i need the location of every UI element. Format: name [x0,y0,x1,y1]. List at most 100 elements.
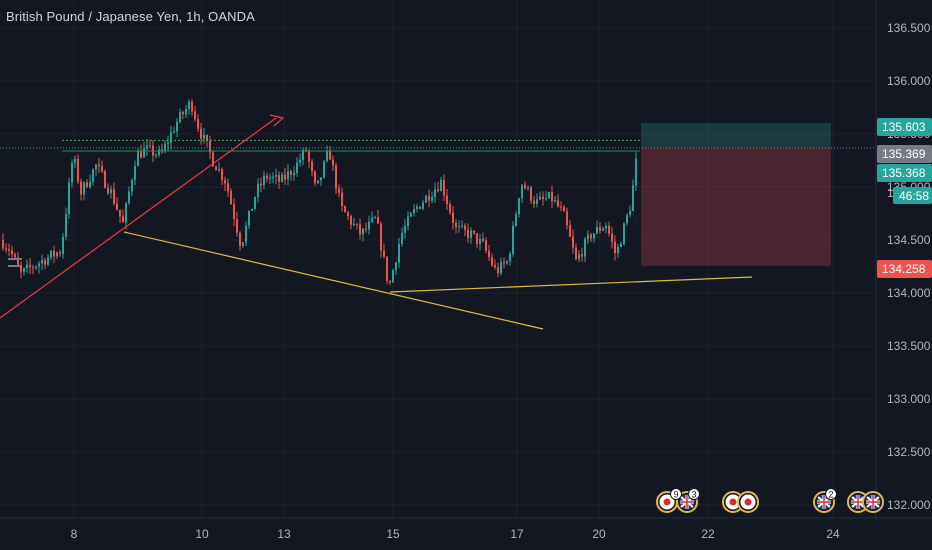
candle-body [20,264,22,272]
price-tag-box [877,145,932,163]
economic-events[interactable]: 9 3 2 [656,488,884,513]
candle-body [251,208,253,211]
svg-text:2: 2 [828,490,833,500]
price-tag-box [877,118,932,136]
candle-body [335,165,337,189]
candle-body [53,250,55,257]
price-tag-text: 135.368 [882,166,926,180]
uk-flag-icon[interactable] [862,491,884,513]
candle-body [353,223,355,225]
candle-body [419,206,421,209]
candle-body [434,189,436,198]
candle-body [458,226,460,228]
japan-flag-icon[interactable] [656,491,678,513]
price-tick-label: 136.500 [887,21,931,35]
descending-support-line[interactable] [123,231,544,330]
candle-body [170,132,172,143]
candle-body [440,179,442,192]
candle-body [596,226,598,234]
candle-body [617,246,619,254]
candle-body [455,222,457,228]
time-axis[interactable]: 8 10 13 15 17 20 22 24 [71,527,840,541]
candle-body [137,151,139,167]
candle-body [581,254,583,257]
candle-body [524,184,526,189]
candle-body [476,233,478,244]
candle-body [602,228,604,231]
candle-body [614,241,616,254]
uptrend-line[interactable] [0,117,277,319]
candle-body [374,217,376,219]
candle-body [29,264,31,268]
japan-flag-icon[interactable] [722,491,744,513]
candle-body [626,214,628,224]
candle-body [473,230,475,234]
japan-flag-icon[interactable] [737,491,759,513]
candle-body [338,188,340,193]
candle-body [215,166,217,171]
candle-body [98,164,100,167]
candle-body [218,168,220,171]
candle-body [188,101,190,109]
candle-body [293,172,295,175]
candle-body [134,166,136,180]
candle-body [479,238,481,244]
candle-body [302,149,304,161]
candle-body [566,211,568,226]
candle-body [278,175,280,182]
candle-body [341,192,343,206]
candle-body [395,262,397,271]
candle-body [563,206,565,212]
time-tick-label: 20 [592,527,606,541]
candle-body [497,267,499,274]
price-tick-label: 136.000 [887,74,931,88]
time-tick-label: 22 [701,527,715,541]
uptrend-arrow-icon [269,114,285,127]
candle-body [401,232,403,244]
candles [2,99,637,285]
candle-body [515,214,517,226]
candle-body [209,141,211,153]
candle-body [32,267,34,269]
candle-body [308,150,310,162]
candle-body [254,196,256,209]
support-line[interactable] [389,276,753,293]
candle-body [230,191,232,205]
svg-text:9: 9 [673,490,678,500]
candle-body [83,182,85,195]
price-tag-text: 134.258 [882,262,926,276]
candle-body [461,225,463,227]
candle-body [470,230,472,238]
candle-body [110,189,112,194]
candle-body [560,206,562,208]
candle-body [2,240,4,249]
candle-body [422,202,424,209]
candle-body [236,219,238,233]
candle-body [239,232,241,246]
candle-body [362,228,364,235]
candle-body [326,150,328,162]
candle-body [314,171,316,184]
candle-body [86,182,88,188]
candle-body [398,243,400,263]
candle-body [551,192,553,202]
candle-body [149,145,151,147]
candle-body [410,213,412,217]
candle-body [269,177,271,179]
candle-body [242,242,244,246]
candle-body [227,183,229,192]
candle-body [104,171,106,188]
candle-body [533,200,535,204]
position-target-zone[interactable] [641,146,831,266]
candle-body [11,250,13,255]
position-stop-zone[interactable] [641,123,831,147]
candle-body [92,169,94,182]
candle-body [194,111,196,120]
candle-body [368,221,370,230]
candle-body [536,199,538,204]
candle-body [512,225,514,254]
price-tag: 134.258 [877,260,932,278]
candle-body [542,196,544,199]
